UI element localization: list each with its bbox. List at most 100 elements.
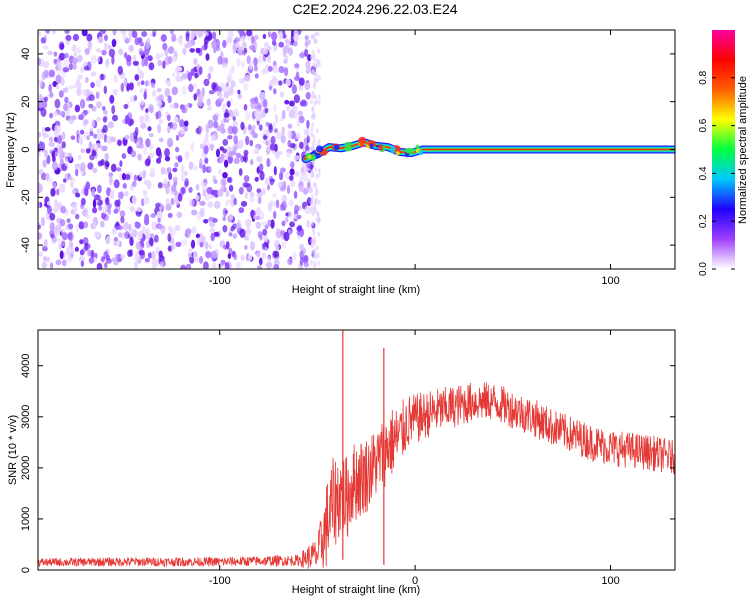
- noise-blob: [226, 177, 232, 183]
- noise-blob: [226, 100, 231, 108]
- x-tick-label: 100: [601, 575, 619, 587]
- noise-blob: [101, 128, 106, 134]
- noise-blob: [317, 100, 321, 105]
- noise-blob: [139, 142, 144, 149]
- noise-blob: [96, 116, 101, 122]
- noise-blob: [92, 207, 98, 214]
- noise-blob: [187, 72, 192, 82]
- noise-blob: [281, 109, 286, 120]
- noise-blob: [43, 256, 47, 262]
- noise-blob: [64, 52, 69, 59]
- noise-blob: [256, 251, 261, 258]
- noise-blob: [213, 179, 218, 185]
- noise-blob: [104, 152, 110, 160]
- noise-blob: [278, 31, 284, 40]
- noise-blob: [67, 223, 74, 230]
- noise-blob: [263, 98, 268, 109]
- noise-blob: [269, 143, 275, 151]
- noise-blob: [245, 227, 252, 236]
- noise-blob: [267, 54, 271, 64]
- noise-blob: [203, 78, 210, 87]
- noise-blob: [244, 192, 249, 200]
- noise-blob: [291, 84, 297, 94]
- noise-blob: [123, 221, 129, 231]
- noise-blob: [315, 254, 319, 260]
- noise-blob: [132, 54, 137, 63]
- noise-blob: [244, 74, 251, 82]
- snr-x-ticks: -100 0 100: [209, 330, 620, 587]
- noise-blob: [157, 124, 162, 134]
- noise-blob: [120, 73, 125, 79]
- noise-blob: [225, 241, 230, 250]
- noise-blob: [120, 254, 126, 260]
- noise-blob: [80, 66, 84, 74]
- noise-blob: [311, 93, 314, 99]
- noise-blob: [103, 85, 108, 95]
- noise-blob: [304, 42, 309, 48]
- noise-blob: [139, 88, 144, 94]
- noise-blob: [103, 110, 108, 115]
- noise-blob: [293, 94, 300, 104]
- noise-blob: [76, 87, 82, 96]
- noise-blob: [155, 202, 161, 208]
- noise-blob: [272, 121, 276, 131]
- noise-blob: [143, 146, 147, 155]
- noise-blob: [296, 120, 301, 127]
- noise-blob: [272, 39, 277, 46]
- noise-blob: [73, 51, 78, 58]
- noise-blob: [211, 40, 217, 49]
- noise-blob: [46, 200, 51, 206]
- noise-blob: [201, 87, 205, 97]
- noise-blob: [117, 232, 123, 238]
- noise-blob: [230, 80, 236, 88]
- noise-blob: [222, 207, 228, 217]
- noise-blob: [181, 104, 187, 114]
- noise-blob: [112, 89, 118, 96]
- noise-blob: [237, 89, 241, 95]
- noise-blob: [40, 37, 46, 44]
- noise-blob: [133, 174, 138, 181]
- noise-blob: [52, 182, 57, 190]
- noise-blob: [160, 34, 167, 42]
- noise-blob: [297, 110, 303, 117]
- noise-blob: [58, 145, 63, 154]
- noise-blob: [168, 56, 173, 64]
- noise-blob: [217, 189, 224, 197]
- noise-blob: [65, 34, 72, 41]
- noise-blob: [267, 31, 272, 38]
- noise-blob: [112, 30, 117, 36]
- noise-blob: [121, 173, 127, 181]
- y-tick-label: -40: [20, 237, 32, 253]
- noise-blob: [92, 167, 98, 174]
- noise-blob: [255, 147, 260, 155]
- noise-blob: [264, 64, 270, 74]
- noise-blob: [311, 221, 314, 227]
- noise-blob: [180, 173, 186, 182]
- spectrogram-y-ticks: -40 -20 0 20 40: [20, 48, 675, 253]
- noise-blob: [261, 252, 267, 260]
- noise-blob: [188, 83, 194, 93]
- noise-blob: [317, 260, 321, 266]
- noise-blob: [90, 55, 97, 64]
- noise-blob: [205, 251, 212, 259]
- y-tick-label: 1000: [20, 507, 32, 531]
- noise-blob: [90, 82, 95, 88]
- noise-blob: [87, 162, 94, 170]
- noise-blob: [242, 82, 249, 91]
- noise-blob: [171, 33, 177, 43]
- noise-blob: [38, 251, 44, 257]
- noise-blob: [156, 87, 162, 93]
- noise-blob: [148, 237, 154, 246]
- noise-blob: [170, 227, 176, 237]
- noise-blob: [165, 198, 170, 204]
- noise-blob: [213, 231, 220, 237]
- noise-blob: [201, 45, 208, 51]
- noise-blob: [305, 92, 311, 100]
- noise-blob: [87, 249, 92, 257]
- noise-blob: [144, 80, 149, 87]
- noise-blob: [124, 134, 130, 140]
- noise-blob: [128, 44, 134, 53]
- noise-blob: [42, 159, 47, 168]
- noise-blob: [181, 85, 187, 96]
